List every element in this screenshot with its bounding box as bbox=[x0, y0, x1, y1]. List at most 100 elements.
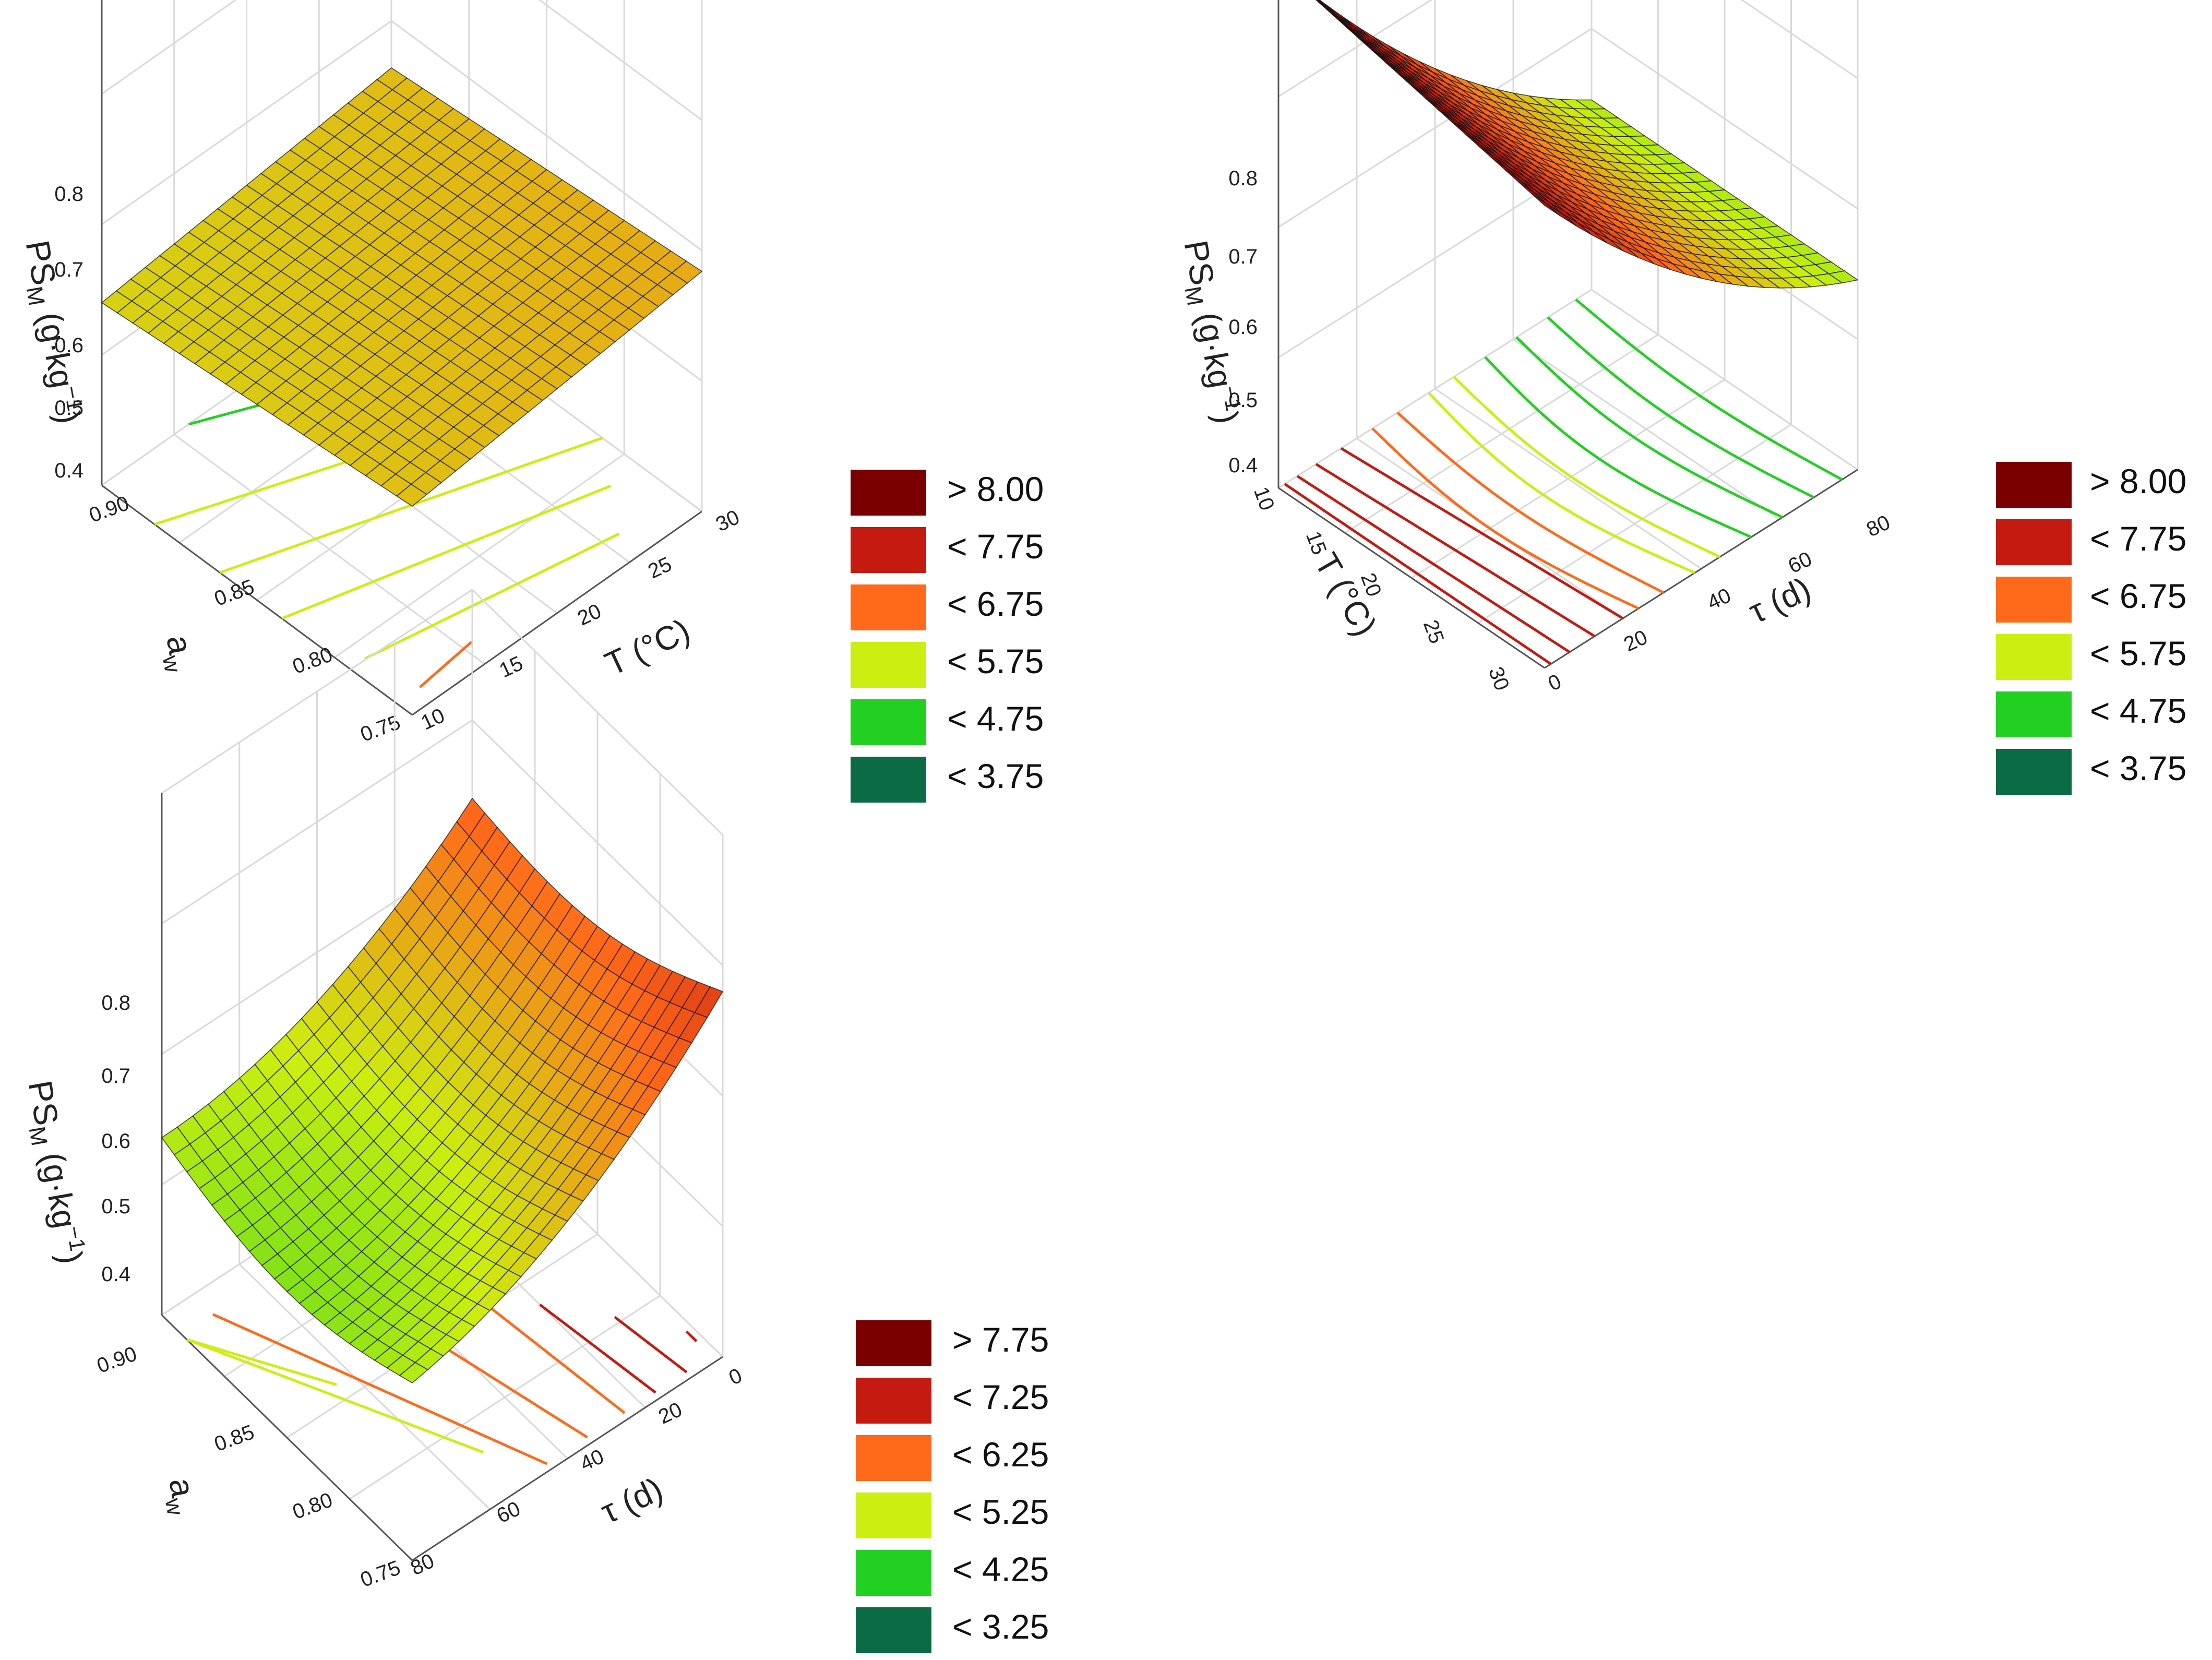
legend-swatch bbox=[1996, 749, 2072, 795]
panel-a-z-tick: 0.7 bbox=[54, 258, 83, 281]
panel-a-y-tick: 0.80 bbox=[290, 643, 336, 678]
legend-label: < 3.75 bbox=[2090, 749, 2186, 787]
legend-label: < 5.75 bbox=[2090, 634, 2186, 673]
panel-a-z-tick: 0.8 bbox=[54, 183, 83, 206]
contour-line bbox=[364, 532, 620, 660]
panel-c-z-tick: 0.5 bbox=[101, 1195, 130, 1218]
grid-line bbox=[1591, 28, 1858, 210]
grid-line bbox=[101, 0, 237, 95]
panel-b-y-tick: 30 bbox=[1484, 664, 1514, 694]
axis-line bbox=[1278, 487, 1545, 669]
legend-label: < 7.75 bbox=[2090, 519, 2186, 558]
legend-swatch bbox=[851, 699, 926, 745]
panel-b-legend: > 8.00 < 7.75 < 6.75 < 5.75 < 4.75 < 3.7… bbox=[1996, 462, 2186, 795]
contour-line bbox=[1371, 427, 1640, 610]
panel-b-z-tick: 0.8 bbox=[1228, 167, 1258, 190]
panel-b-contours bbox=[1284, 298, 1843, 665]
axis-line bbox=[412, 510, 702, 716]
panel-c-z-tick: 0.7 bbox=[101, 1065, 130, 1088]
panel-b-z-tick: 0.4 bbox=[1228, 454, 1258, 477]
surface-cell bbox=[1531, 193, 1561, 217]
grid-line bbox=[391, 20, 702, 252]
legend-swatch bbox=[856, 1435, 931, 1481]
legend-label: < 7.75 bbox=[947, 527, 1044, 566]
panel-c: 0.8 0.7 0.6 0.5 0.4 0.90 0.85 0.80 0.75 … bbox=[21, 589, 746, 1592]
legend-swatch bbox=[851, 642, 926, 688]
panel-c-z-tick: 0.6 bbox=[101, 1130, 130, 1153]
legend-swatch bbox=[1996, 577, 2072, 623]
legend-swatch bbox=[851, 527, 926, 573]
panel-c-z-tick: 0.4 bbox=[101, 1263, 130, 1286]
panel-c-x-tick: 80 bbox=[407, 1549, 438, 1580]
panel-b-z-tick: 0.7 bbox=[1228, 245, 1258, 268]
grid-line bbox=[1278, 28, 1592, 228]
panel-b-x-tick: 80 bbox=[1863, 511, 1894, 542]
legend-swatch bbox=[856, 1378, 931, 1424]
panel-a-x-tick: 25 bbox=[644, 553, 675, 583]
legend-label: < 4.25 bbox=[952, 1550, 1049, 1589]
panel-a-y-tick: 0.85 bbox=[211, 575, 257, 611]
contour-line bbox=[685, 1330, 698, 1342]
panel-c-surface bbox=[161, 797, 724, 1383]
panel-c-y-label: aw bbox=[157, 1475, 205, 1518]
legend-label: < 5.25 bbox=[952, 1492, 1049, 1531]
grid-line bbox=[471, 719, 724, 966]
panel-a-legend: > 8.00 < 7.75 < 6.75 < 5.75 < 4.75 < 3.7… bbox=[851, 470, 1044, 803]
panel-a-x-tick: 30 bbox=[712, 506, 743, 536]
legend-label: < 4.75 bbox=[947, 699, 1044, 738]
grid-line bbox=[471, 589, 724, 836]
contour-line bbox=[614, 1316, 688, 1374]
legend-swatch bbox=[851, 470, 926, 516]
panel-a: 0.8 0.7 0.6 0.5 0.4 0.90 0.85 0.80 0.75 … bbox=[14, 0, 743, 746]
panel-b-y-tick: 15 bbox=[1301, 528, 1331, 558]
legend-swatch bbox=[856, 1320, 931, 1366]
axis-line bbox=[101, 484, 413, 716]
grid-line bbox=[101, 20, 392, 225]
grid-line bbox=[1278, 0, 1432, 98]
panel-b-surface bbox=[1316, 0, 1859, 289]
panel-a-x-tick: 20 bbox=[574, 600, 605, 630]
contour-line bbox=[1484, 356, 1752, 539]
panel-b-x-tick: 40 bbox=[1704, 584, 1735, 615]
panel-c-y-tick: 0.85 bbox=[211, 1420, 257, 1456]
panel-b-z-tick: 0.5 bbox=[1228, 389, 1258, 412]
grid-line bbox=[1513, 338, 1780, 520]
contour-line bbox=[212, 1313, 548, 1465]
legend-label: < 7.25 bbox=[952, 1378, 1049, 1416]
panel-c-x-tick: 20 bbox=[655, 1398, 686, 1429]
surface-cell bbox=[396, 484, 428, 507]
panel-a-z-tick: 0.5 bbox=[54, 397, 83, 420]
contour-line bbox=[1396, 411, 1665, 594]
contour-line bbox=[1315, 463, 1596, 638]
contour-line bbox=[1284, 483, 1552, 665]
contour-line bbox=[1340, 447, 1624, 620]
grid-line bbox=[1411, 379, 1725, 579]
panel-a-z-label: PSM (g·kg−1) bbox=[14, 237, 90, 427]
panel-b-x-label: τ (d) bbox=[1743, 570, 1816, 631]
panel-c-x-tick: 60 bbox=[493, 1497, 524, 1528]
panel-c-x-label: τ (d) bbox=[595, 1470, 668, 1531]
panel-a-z-tick: 0.4 bbox=[54, 459, 83, 482]
grid-line bbox=[1740, 0, 1858, 79]
grid-line bbox=[538, 0, 702, 121]
panel-c-y-tick: 0.90 bbox=[94, 1342, 140, 1378]
panel-a-y-label: aw bbox=[154, 632, 202, 675]
legend-swatch bbox=[1996, 519, 2072, 565]
contour-line bbox=[1575, 298, 1843, 481]
contour-line bbox=[186, 1338, 484, 1454]
contour-line bbox=[1428, 391, 1695, 574]
axis-line bbox=[412, 1356, 723, 1561]
panel-a-y-tick: 0.90 bbox=[86, 492, 132, 527]
legend-swatch bbox=[1996, 691, 2072, 737]
axis-line bbox=[1544, 469, 1858, 669]
panel-a-y-tick: 0.75 bbox=[357, 711, 403, 746]
panel-c-z-tick: 0.8 bbox=[101, 992, 130, 1014]
panel-b-y-tick: 10 bbox=[1249, 484, 1279, 513]
legend-swatch bbox=[851, 757, 926, 803]
legend-swatch bbox=[1996, 462, 2072, 508]
panel-b: 0.8 0.7 0.6 0.5 0.4 10 15 20 25 30 0 20 … bbox=[1177, 0, 1894, 696]
contour-line bbox=[539, 1304, 656, 1394]
panel-c-y-tick: 0.75 bbox=[357, 1556, 403, 1592]
legend-swatch bbox=[856, 1550, 931, 1596]
